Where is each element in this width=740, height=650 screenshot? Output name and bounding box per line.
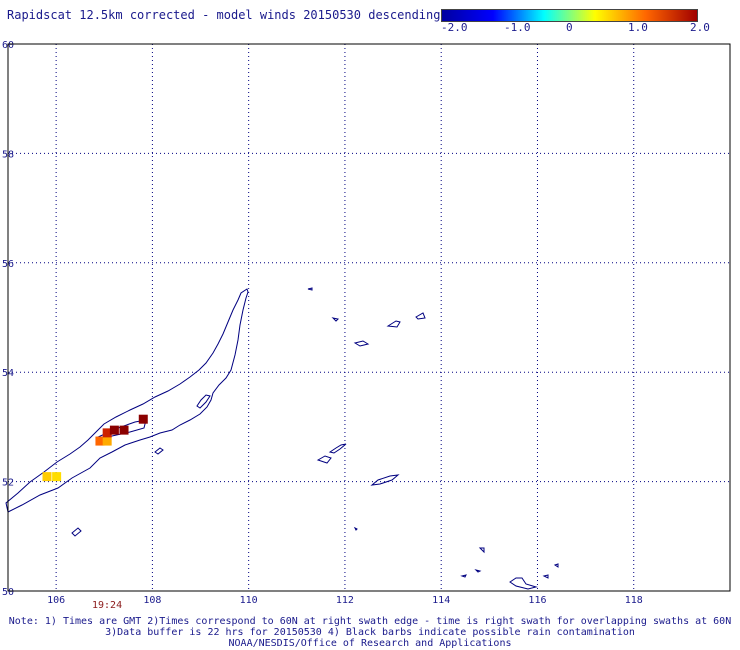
lake-13 — [509, 577, 538, 590]
lon-label: 108 — [143, 595, 161, 606]
lake-9 — [154, 447, 164, 455]
lake-3 — [353, 340, 370, 347]
lon-label: 118 — [625, 595, 643, 606]
colorbar — [441, 9, 698, 22]
plot-frame — [7, 43, 731, 592]
colorbar-label-5: 2.0 — [690, 21, 710, 34]
note-line-1: Note: 1) Times are GMT 2)Times correspon… — [8, 616, 732, 627]
lake-15 — [474, 569, 482, 573]
lat-label: 50 — [2, 587, 14, 598]
wind-cell — [138, 414, 148, 424]
olkhon-island — [196, 394, 211, 409]
lon-label: 114 — [432, 595, 450, 606]
lake-baikal-outline — [5, 288, 249, 513]
wind-cell — [95, 436, 105, 446]
lake-14 — [460, 574, 467, 578]
wind-cell — [42, 472, 52, 482]
coastline — [5, 287, 559, 590]
swath-time-label: 19:24 — [92, 600, 123, 611]
lon-label: 112 — [336, 595, 354, 606]
colorbar-label-3: 0 — [566, 21, 573, 34]
lake-11 — [353, 526, 358, 531]
colorbar-label-4: 1.0 — [628, 21, 648, 34]
wind-cell — [119, 425, 129, 435]
wind-difference-cells — [42, 414, 148, 482]
lake-2 — [331, 317, 340, 322]
note-line-2: 3)Data buffer is 22 hrs for 20150530 4) … — [105, 627, 635, 638]
lake-8 — [370, 474, 400, 486]
lake-7 — [328, 443, 347, 454]
note-line-3: NOAA/NESDIS/Office of Research and Appli… — [228, 638, 512, 649]
lon-label: 106 — [47, 595, 65, 606]
lake-6 — [316, 455, 332, 464]
lon-label: 116 — [528, 595, 546, 606]
lake-10 — [71, 527, 82, 537]
wind-cell — [102, 436, 112, 446]
wind-cell — [52, 472, 62, 482]
colorbar-label-1: -2.0 — [441, 21, 468, 34]
map-title: Rapidscat 12.5km corrected - model winds… — [7, 8, 441, 22]
wind-cell — [109, 425, 119, 435]
lake-4 — [386, 320, 401, 328]
lake-1 — [307, 287, 313, 291]
lake-16 — [542, 574, 549, 579]
colorbar-label-2: -1.0 — [504, 21, 531, 34]
wind-cell — [102, 428, 112, 438]
lake-5 — [415, 312, 426, 320]
lake-12 — [478, 547, 485, 554]
lake-17 — [553, 563, 559, 568]
lon-label: 110 — [240, 595, 258, 606]
